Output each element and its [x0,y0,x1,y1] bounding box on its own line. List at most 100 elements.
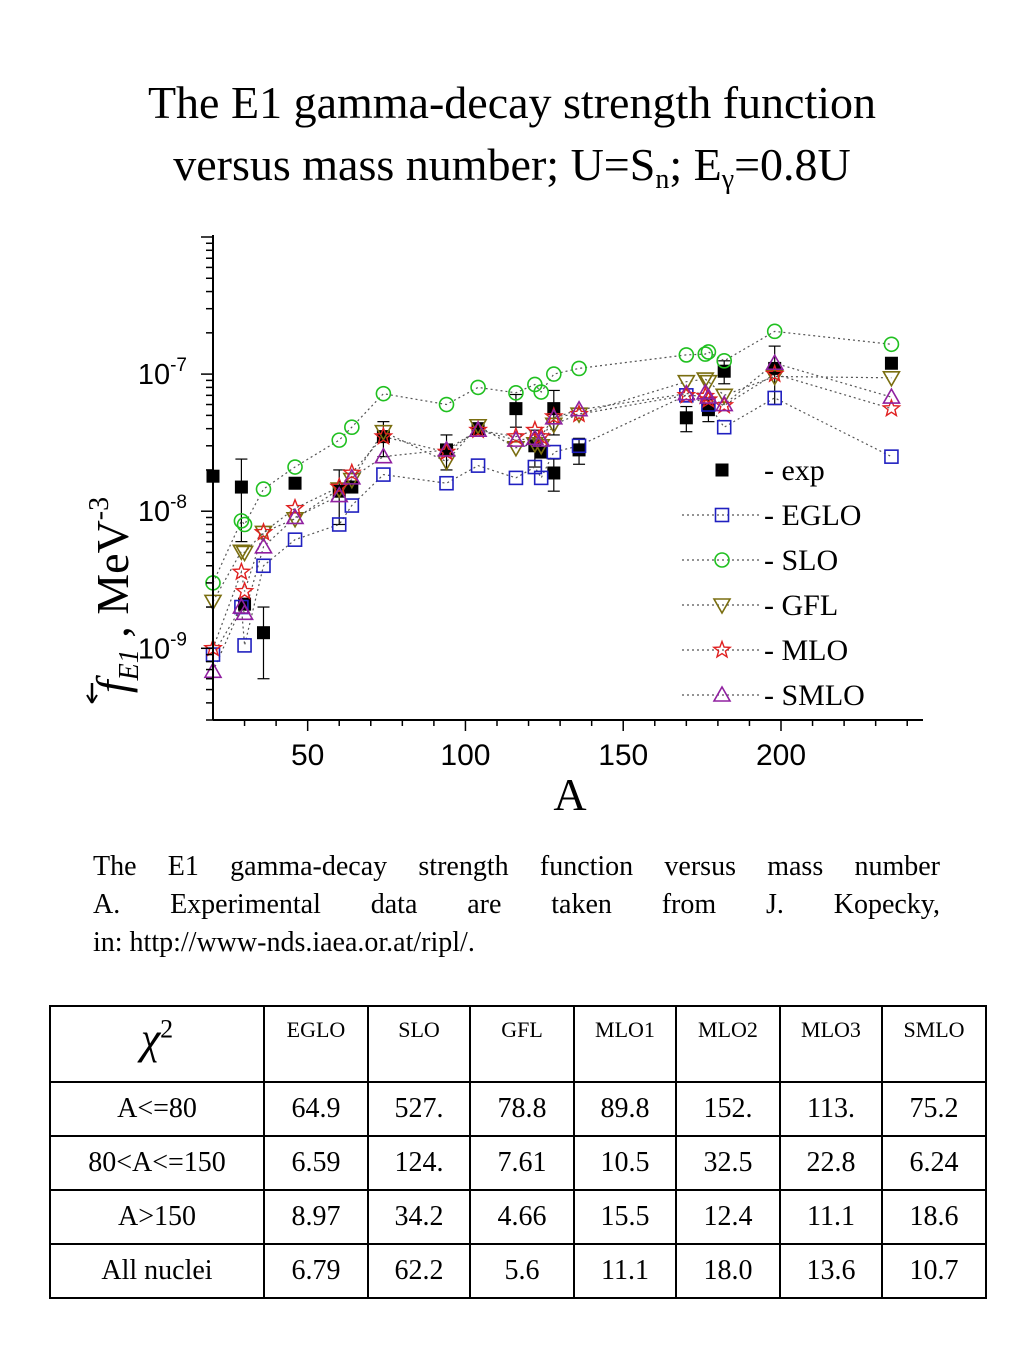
table-cell: 13.6 [779,1243,883,1299]
point-eglo [767,390,782,406]
point-gfl [544,417,564,434]
point-slo [571,360,587,377]
table-cell: 89.8 [573,1081,677,1137]
point-slo [533,384,549,400]
column-header-smlo: SMLO [881,1005,987,1083]
title-subscript-n: n [655,164,670,195]
title-part: ; E [669,139,722,190]
y-tick-label: 10-7 [138,355,187,391]
point-gfl [695,372,715,389]
point-mlo [468,419,489,439]
column-header-gfl: GFL [469,1005,575,1083]
point-smlo [569,400,589,417]
point-gfl [285,512,305,529]
row-label: A>150 [49,1189,265,1245]
point-mlo [285,497,305,517]
table-cell: 8.97 [263,1189,369,1245]
point-gfl [714,388,734,405]
point-smlo [676,384,696,401]
legend-label-mlo: - MLO [764,634,848,667]
point-slo [883,336,900,353]
point-slo [700,344,717,360]
column-header-mlo3: MLO3 [779,1005,883,1083]
point-slo [716,353,733,369]
point-smlo [374,447,393,464]
point-mlo [714,395,735,415]
title-part: =0.8U [734,139,851,190]
table-cell: 11.1 [573,1243,677,1299]
point-slo [470,379,486,396]
row-label: A<=80 [49,1081,265,1137]
point-exp [717,364,731,378]
legend-marker-exp [715,463,729,477]
series-line-mlo [212,373,892,649]
point-slo [508,385,524,401]
point-smlo [544,408,564,425]
series-line-gfl [212,375,892,602]
point-smlo [285,507,305,525]
point-mlo [231,561,252,581]
point-slo [255,481,272,497]
point-smlo [468,420,488,437]
title-part: versus mass number; U=S [173,139,656,190]
point-exp [288,476,302,490]
table-cell: 64.9 [263,1081,369,1137]
legend-label-smlo: - SMLO [764,679,865,712]
point-slo [331,432,348,448]
point-smlo [254,537,273,554]
table-row: 80<A<=150 6.59 124. 7.61 10.5 32.5 22.8 6.24 [49,1135,987,1191]
legend-label-gfl: - GFL [764,589,838,622]
point-eglo [716,419,732,435]
point-smlo [699,387,718,404]
point-gfl [676,374,696,392]
legend-marker-mlo [711,639,733,659]
point-exp [572,443,586,457]
table-cell: 78.8 [469,1081,575,1137]
point-exp [509,402,523,416]
point-eglo [884,449,899,464]
point-smlo [329,485,349,503]
series-line-slo [212,330,892,584]
point-mlo [543,406,564,426]
point-smlo [342,468,362,485]
point-slo [233,513,250,529]
point-gfl [232,544,251,561]
point-eglo [287,532,303,547]
point-eglo [533,470,549,486]
point-gfl [506,441,526,458]
point-slo [236,516,253,533]
x-axis-label: A [553,769,586,820]
point-smlo [531,430,551,447]
y-tick-label: 10-9 [138,629,187,665]
point-exp [701,403,715,417]
legend-marker-slo [714,552,730,568]
point-eglo [508,470,524,486]
point-mlo [253,521,274,541]
x-tick-label: 50 [291,739,324,772]
table-cell: 4.66 [469,1189,575,1245]
table-cell: 6.79 [263,1243,369,1299]
table-cell: 12.4 [675,1189,781,1245]
legend-label-slo: - SLO [764,544,838,577]
point-eglo [470,458,486,473]
point-exp [884,356,898,370]
y-axis-label: fE1 , MeV-3 [84,497,145,704]
table-cell: 62.2 [367,1243,471,1299]
table-cell: 5.6 [469,1243,575,1299]
column-header-slo: SLO [367,1005,471,1083]
table-cell: 34.2 [367,1189,471,1245]
point-slo [287,459,303,475]
table-cell: 6.59 [263,1135,369,1191]
row-label: 80<A<=150 [49,1135,265,1191]
series-line-smlo [212,362,892,672]
chi-square-header: χ2 [49,1005,265,1083]
point-gfl [374,424,393,442]
table-cell: 18.0 [675,1243,781,1299]
point-slo [545,366,562,382]
point-smlo [235,603,254,621]
point-smlo [714,394,734,412]
chi-exponent: 2 [160,1014,174,1044]
table-cell: 32.5 [675,1135,781,1191]
page-title: The E1 gamma-decay strength function ver… [0,72,1024,196]
row-label: All nuclei [49,1243,265,1299]
